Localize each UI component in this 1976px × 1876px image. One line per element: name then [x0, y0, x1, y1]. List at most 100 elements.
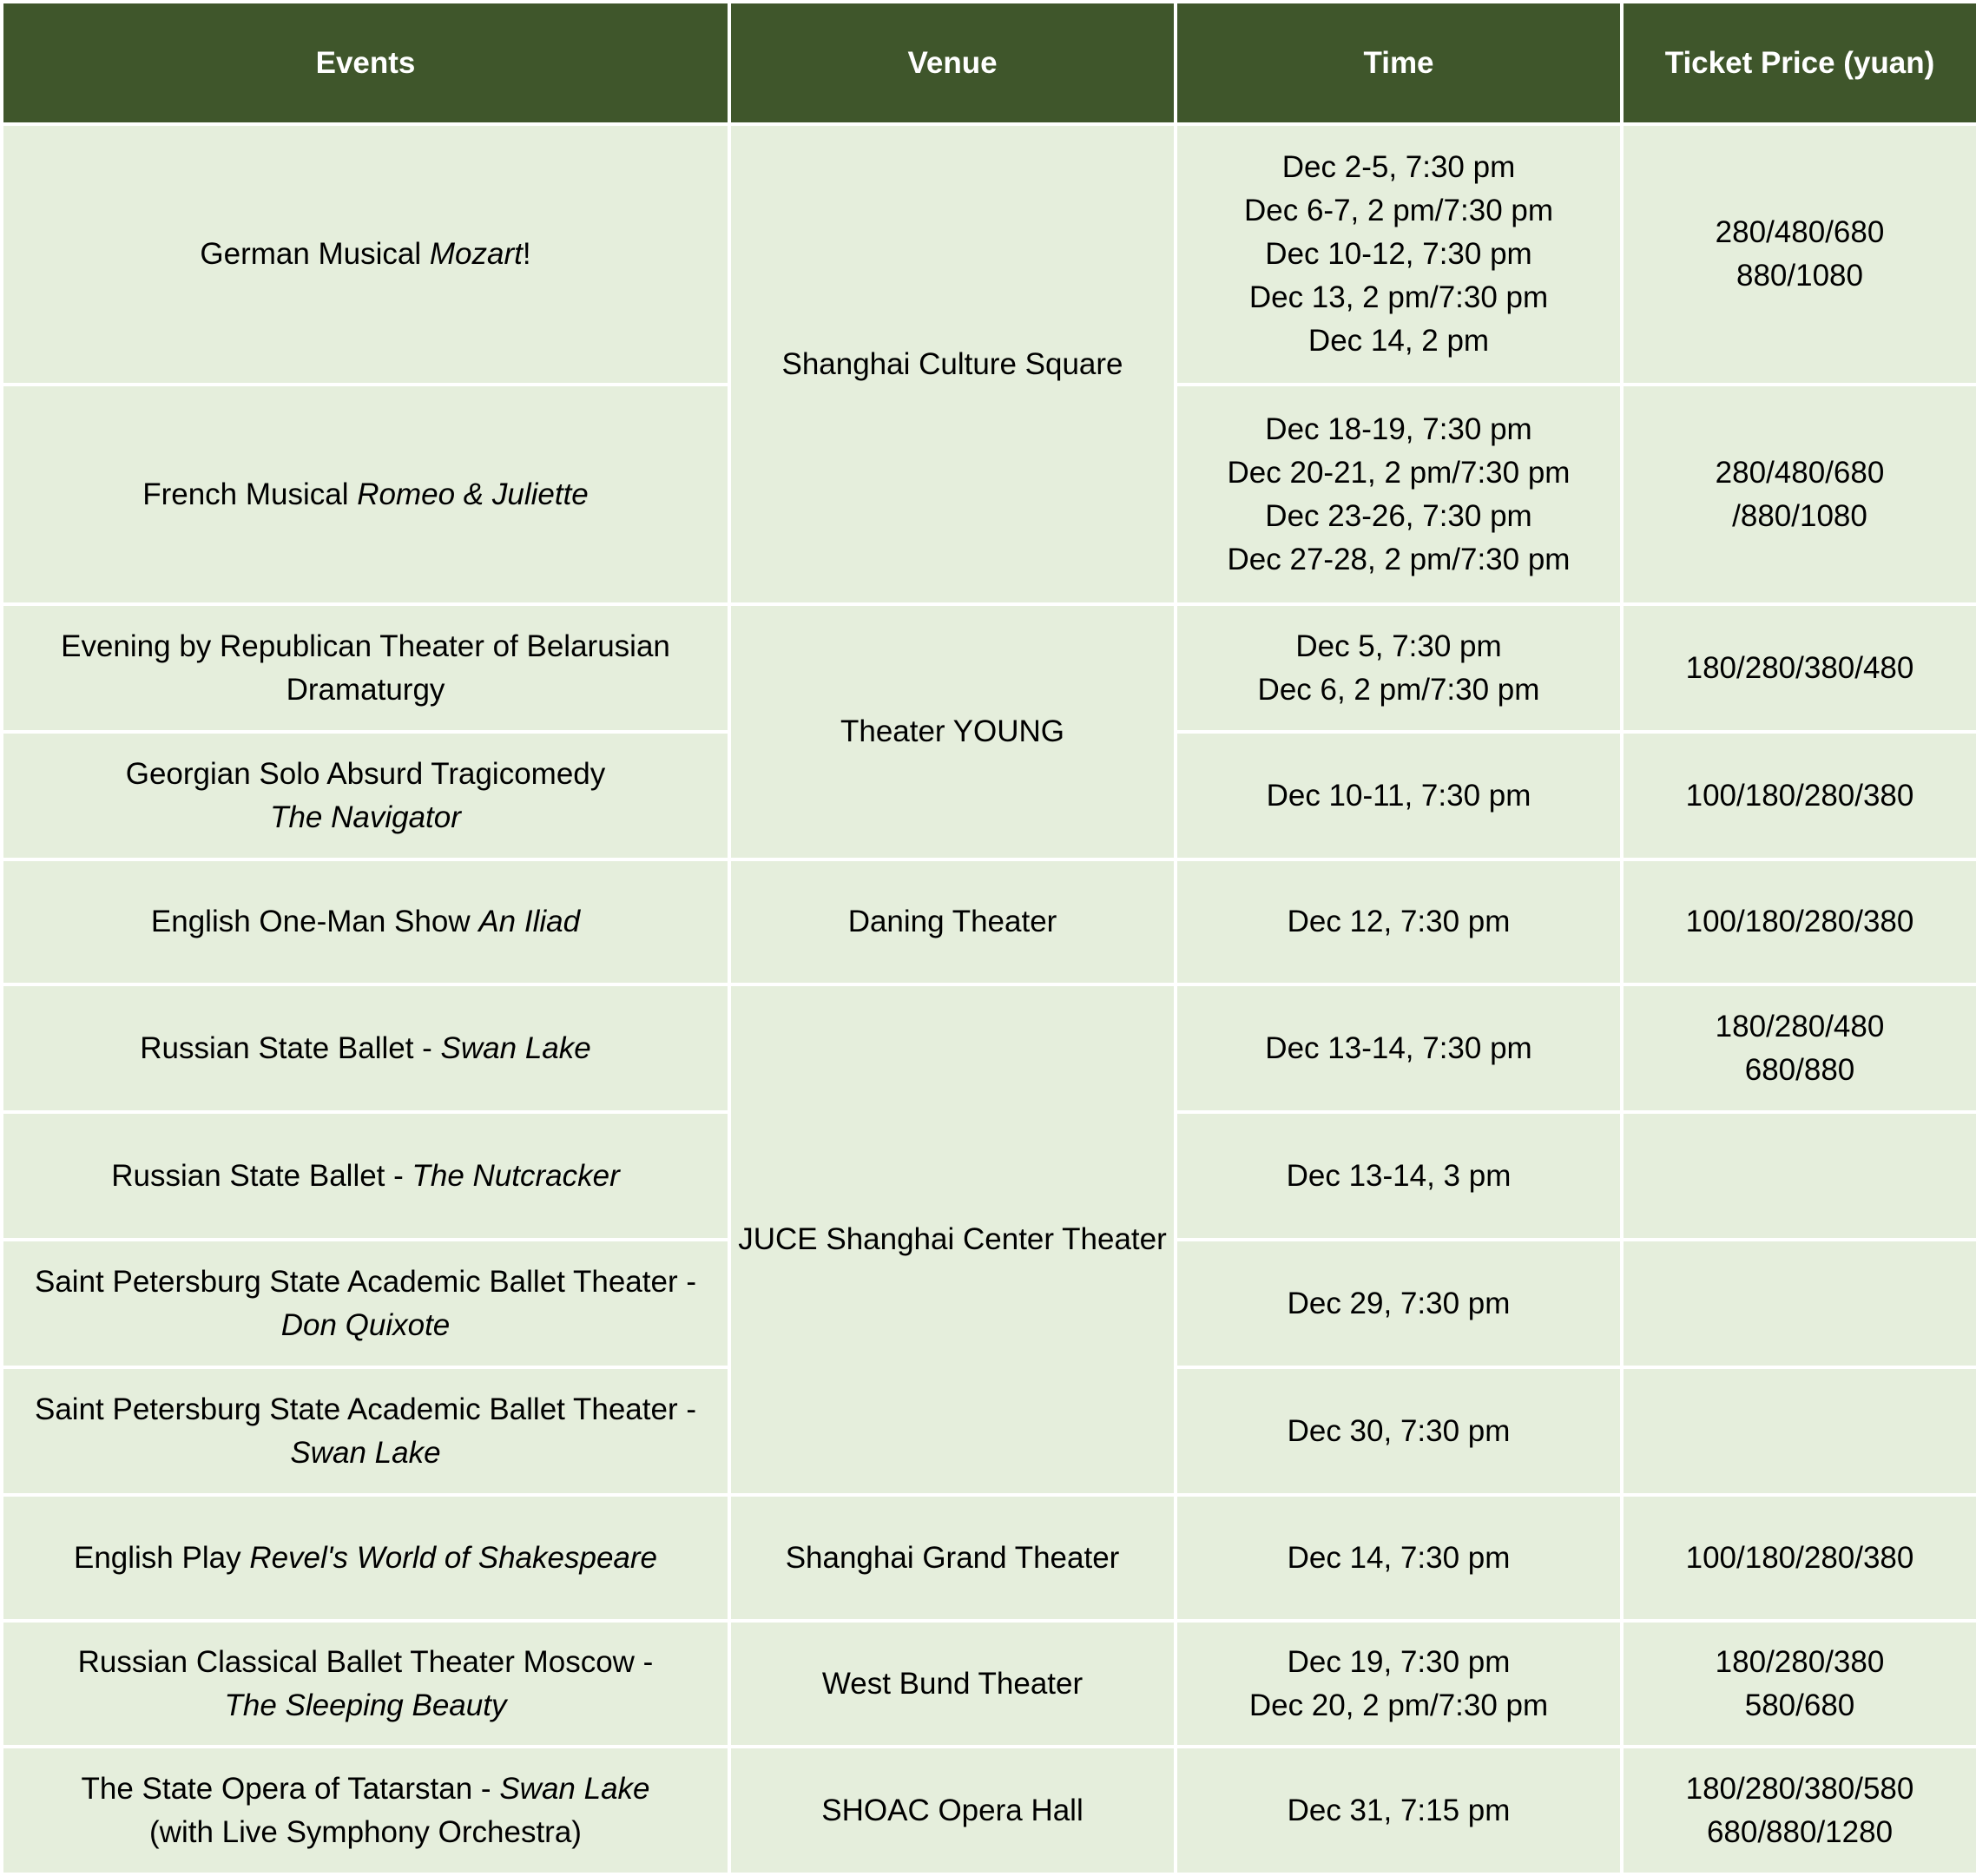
event-cell: Evening by Republican Theater of Belarus… [0, 602, 731, 734]
time-line: Dec 10-12, 7:30 pm [1265, 237, 1532, 271]
price-cell: 100/180/280/380 [1620, 730, 1976, 861]
event-title: Swan Lake [290, 1435, 441, 1470]
table-row: Saint Petersburg State Academic Ballet T… [0, 1238, 1976, 1369]
time-cell: Dec 12, 7:30 pm [1174, 858, 1624, 986]
event-cell: French Musical Romeo & Juliette [0, 383, 731, 606]
event-text: French Musical [142, 477, 358, 511]
time-line: Dec 6-7, 2 pm/7:30 pm [1244, 194, 1553, 227]
price-line: 680/880 [1744, 1052, 1855, 1087]
table-row: German Musical Mozart! Shanghai Culture S… [0, 122, 1976, 606]
event-text: Evening by Republican Theater of Belarus… [61, 629, 670, 707]
event-text: (with Live Symphony Orchestra) [149, 1814, 582, 1849]
header-events: Events [0, 0, 731, 126]
table-row: Russian State Ballet - Swan Lake JUCE Sha… [0, 983, 1976, 1497]
price-line: 680/880/1280 [1706, 1814, 1894, 1849]
event-cell: Georgian Solo Absurd Tragicomedy The Nav… [0, 730, 731, 861]
event-text: Russian State Ballet - [140, 1030, 441, 1065]
time-cell: Dec 18-19, 7:30 pm Dec 20-21, 2 pm/7:30 p… [1174, 383, 1624, 606]
event-title: Swan Lake [499, 1771, 650, 1806]
event-cell: English Play Revel's World of Shakespear… [0, 1493, 731, 1623]
price-line: 100/180/280/380 [1685, 778, 1914, 813]
event-title: Mozart [429, 237, 523, 271]
header-ticket-price: Ticket Price (yuan) [1620, 0, 1976, 126]
event-title: The Navigator [270, 800, 461, 834]
event-text: Russian State Ballet - [111, 1158, 412, 1193]
time-line: Dec 13-14, 3 pm [1286, 1158, 1512, 1193]
time-line: Dec 27-28, 2 pm/7:30 pm [1227, 542, 1571, 576]
price-cell: 280/480/680/880/1080 [1620, 383, 1976, 606]
event-text: Saint Petersburg State Academic Ballet T… [35, 1264, 696, 1299]
table-row: Saint Petersburg State Academic Ballet T… [0, 1366, 1976, 1497]
time-line: Dec 18-19, 7:30 pm [1265, 411, 1532, 446]
event-cell: Saint Petersburg State Academic Ballet T… [0, 1366, 731, 1497]
event-text: English One-Man Show [150, 905, 479, 938]
time-cell: Dec 13-14, 7:30 pm [1174, 983, 1624, 1114]
time-cell: Dec 5, 7:30 pm Dec 6, 2 pm/7:30 pm [1174, 602, 1624, 734]
event-cell: Russian State Ballet - The Nutcracker [0, 1110, 731, 1241]
price-cell: 180/280/380/580 680/880/1280 [1620, 1745, 1976, 1876]
price-line: 100/180/280/380 [1685, 905, 1914, 938]
time-line: Dec 14, 7:30 pm [1287, 1540, 1511, 1575]
event-title: The Nutcracker [412, 1158, 620, 1193]
price-line: 180/280/380 [1715, 1644, 1885, 1679]
time-cell: Dec 13-14, 3 pm [1174, 1110, 1624, 1241]
event-cell: Russian Classical Ballet Theater Moscow … [0, 1619, 731, 1748]
time-line: Dec 20, 2 pm/7:30 pm [1248, 1688, 1549, 1722]
table-row: English Play Revel's World of Shakespear… [0, 1493, 1976, 1623]
event-text: Saint Petersburg State Academic Ballet T… [35, 1392, 696, 1426]
event-cell: German Musical Mozart! [0, 122, 731, 386]
event-text: The State Opera of Tatarstan - [81, 1771, 500, 1806]
venue-cell: Shanghai Grand Theater [728, 1493, 1177, 1623]
price-cell: 280/480/680 880/1080 [1620, 122, 1976, 386]
price-cell: 180/280/380 580/680 [1620, 1619, 1976, 1748]
time-cell: Dec 10-11, 7:30 pm [1174, 730, 1624, 861]
price-line: 280/480/680 [1715, 455, 1885, 490]
table-row: English One-Man Show An Iliad Daning Thea… [0, 858, 1976, 986]
event-title: Don Quixote [280, 1307, 451, 1342]
time-line: Dec 12, 7:30 pm [1287, 905, 1511, 938]
event-text: ! [522, 237, 531, 271]
time-line: Dec 2-5, 7:30 pm [1281, 150, 1516, 184]
price-cell [1620, 1110, 1976, 1241]
price-line: 180/280/380/480 [1685, 650, 1914, 685]
price-line: /880/1080 [1732, 498, 1867, 533]
time-line: Dec 6, 2 pm/7:30 pm [1257, 672, 1540, 707]
event-text: English Play [73, 1540, 250, 1575]
time-line: Dec 30, 7:30 pm [1287, 1413, 1511, 1448]
price-line: 280/480/680 [1715, 215, 1885, 249]
price-line: 580/680 [1744, 1688, 1855, 1722]
time-line: Dec 20-21, 2 pm/7:30 pm [1227, 455, 1571, 490]
time-line: Dec 10-11, 7:30 pm [1266, 778, 1531, 813]
event-title: Swan Lake [440, 1030, 591, 1065]
header-row: Events Venue Time Ticket Price (yuan) [0, 0, 1976, 126]
table-row: Russian State Ballet - The Nutcracker Dec… [0, 1110, 1976, 1241]
venue-cell: Shanghai Culture Square [728, 122, 1177, 606]
time-line: Dec 19, 7:30 pm [1287, 1644, 1511, 1679]
event-title: Revel's World of Shakespeare [249, 1540, 657, 1575]
event-cell: The State Opera of Tatarstan - Swan Lake… [0, 1745, 731, 1876]
price-line: 180/280/480 [1715, 1009, 1885, 1043]
price-cell [1620, 1366, 1976, 1497]
venue-cell: JUCE Shanghai Center Theater [728, 983, 1177, 1497]
header-time: Time [1174, 0, 1624, 126]
table-row: Georgian Solo Absurd Tragicomedy The Nav… [0, 730, 1976, 861]
time-cell: Dec 14, 7:30 pm [1174, 1493, 1624, 1623]
event-text: Russian Classical Ballet Theater Moscow … [77, 1644, 654, 1679]
event-cell: Russian State Ballet - Swan Lake [0, 983, 731, 1114]
time-line: Dec 23-26, 7:30 pm [1265, 498, 1532, 533]
table-row: The State Opera of Tatarstan - Swan Lake… [0, 1745, 1976, 1876]
venue-cell: SHOAC Opera Hall [728, 1745, 1177, 1876]
time-line: Dec 13, 2 pm/7:30 pm [1248, 280, 1549, 314]
time-line: Dec 5, 7:30 pm [1295, 629, 1502, 663]
price-cell [1620, 1238, 1976, 1369]
time-cell: Dec 29, 7:30 pm [1174, 1238, 1624, 1369]
venue-cell: Daning Theater [728, 858, 1177, 986]
header-venue: Venue [728, 0, 1177, 126]
table-row: French Musical Romeo & Juliette Dec 18-19… [0, 383, 1976, 606]
price-line: 880/1080 [1736, 259, 1863, 293]
event-cell: Saint Petersburg State Academic Ballet T… [0, 1238, 731, 1369]
table-body: German Musical Mozart! Shanghai Culture S… [0, 122, 1976, 1876]
price-cell: 100/180/280/380 [1620, 1493, 1976, 1623]
price-cell: 100/180/280/380 [1620, 858, 1976, 986]
